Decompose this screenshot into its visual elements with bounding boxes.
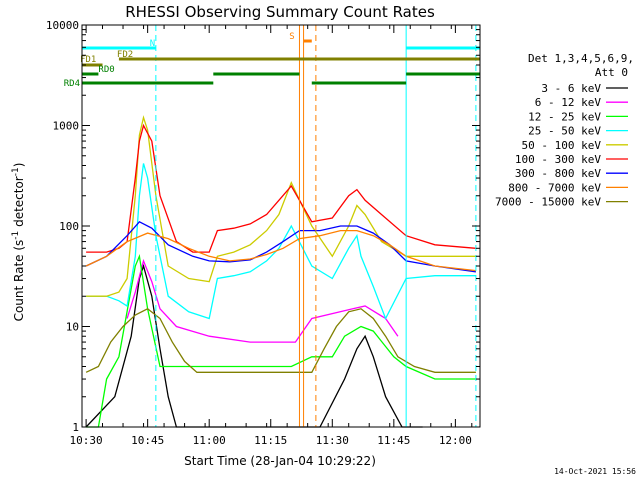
- x-tick-label: 11:15: [254, 434, 287, 447]
- x-tick-label: 12:00: [439, 434, 472, 447]
- x-axis-title: Start Time (28-Jan-04 10:29:22): [184, 454, 376, 468]
- chart-title: RHESSI Observing Summary Count Rates: [125, 3, 435, 21]
- series-12-25-kev: [86, 253, 476, 428]
- y-axis-title-sup2: -1: [11, 167, 21, 176]
- flag-label-rd0: RD0: [98, 65, 114, 75]
- legend-label-12-25-kev: 12 - 25 keV: [528, 110, 601, 123]
- generated-timestamp: 14-Oct-2021 15:56: [554, 467, 636, 476]
- flag-label-rd4: RD4: [64, 79, 80, 89]
- series-7000-15000-kev: [85, 308, 476, 373]
- series-layer: [85, 115, 476, 428]
- legend-title-detectors: Det 1,3,4,5,6,9,: [528, 52, 634, 65]
- y-tick-label: 1: [72, 421, 79, 434]
- legend-title-attenuator: Att 0: [595, 66, 628, 79]
- legend-label-6-12-kev: 6 - 12 keV: [535, 96, 602, 109]
- y-tick-label: 10: [66, 321, 79, 334]
- x-tick-label: 11:45: [377, 434, 410, 447]
- y-axis-title-part1: Count Rate (s: [12, 240, 26, 322]
- legend-label-7000-15000-kev: 7000 - 15000 keV: [495, 196, 601, 209]
- series-800-7000-kev: [85, 229, 476, 272]
- y-tick-label: 10000: [46, 19, 79, 32]
- axes: 1 10 100 1000 10000 10:30 10:45 11:00 11:15 11:30…: [46, 19, 480, 447]
- x-tick-label: 11:00: [193, 434, 226, 447]
- series-50-100-kev: [86, 115, 476, 297]
- flag-label-s: S: [289, 32, 294, 42]
- y-tick-label: 1000: [53, 120, 80, 133]
- legend-label-300-800-kev: 300 - 800 keV: [515, 167, 601, 180]
- y-axis-title-sup1: -1: [11, 231, 21, 240]
- x-tick-label: 10:45: [131, 434, 164, 447]
- series-25-50-kev: [86, 163, 476, 321]
- legend-label-800-7000-kev: 800 - 7000 keV: [508, 181, 601, 194]
- series-6-12-kev: [126, 258, 399, 343]
- legend-label-100-300-kev: 100 - 300 keV: [515, 153, 601, 166]
- flag-label-n: N: [150, 39, 155, 49]
- series-100-300-kev: [86, 123, 476, 253]
- y-axis-title-end: ): [12, 163, 26, 168]
- y-axis-title-part2: detector: [12, 176, 26, 231]
- series-300-800-kev: [85, 220, 476, 273]
- x-tick-label: 10:30: [70, 434, 103, 447]
- flag-label-fd1: FD1: [80, 55, 96, 65]
- legend-label-25-50-kev: 25 - 50 keV: [528, 125, 601, 138]
- x-tick-label: 11:30: [316, 434, 349, 447]
- flag-label-fd2: FD2: [117, 50, 133, 60]
- y-axis-title: Count Rate (s-1 detector-1): [11, 163, 26, 322]
- y-tick-label: 100: [59, 220, 79, 233]
- legend-label-3-6-kev: 3 - 6 keV: [541, 82, 601, 95]
- legend-label-50-100-kev: 50 - 100 keV: [522, 139, 602, 152]
